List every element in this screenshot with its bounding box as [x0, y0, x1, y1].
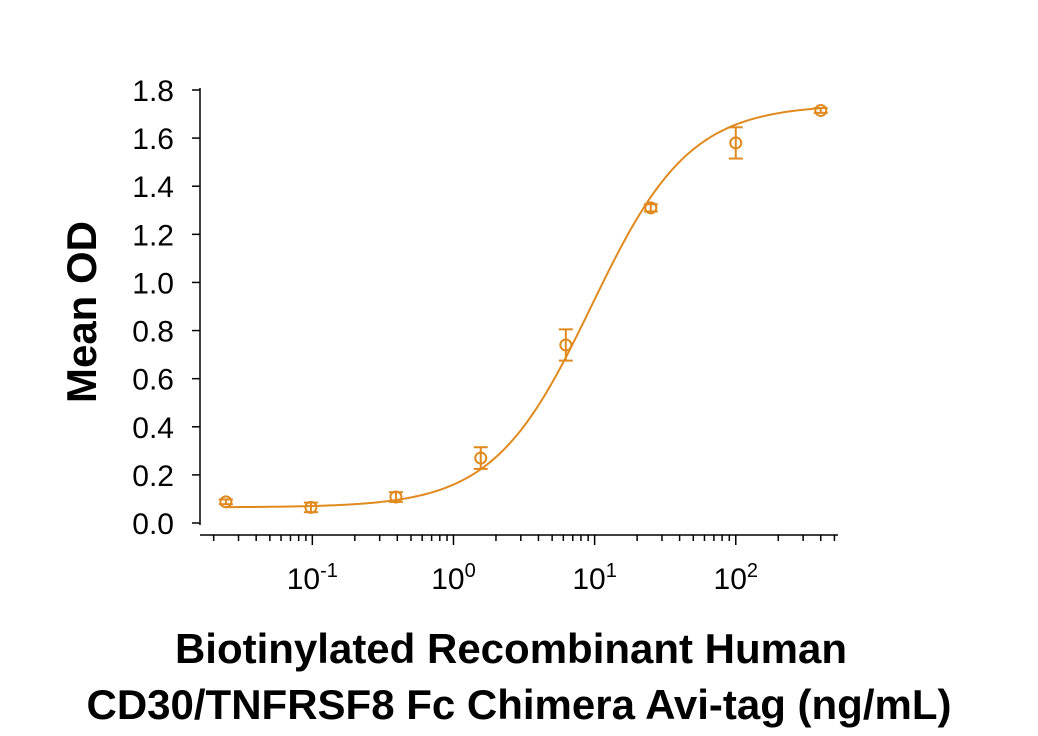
- data-point: [303, 500, 318, 514]
- data-point: [473, 446, 488, 470]
- data-marker: [814, 103, 828, 117]
- plot-area: [218, 103, 828, 514]
- data-point: [388, 490, 403, 504]
- x-axis-title-line-1: Biotinylated Recombinant Human: [175, 625, 847, 672]
- y-tick-label: 1.8: [132, 75, 174, 108]
- data-marker: [474, 451, 488, 465]
- data-point: [558, 328, 573, 362]
- data-point: [218, 495, 233, 509]
- y-tick-label: 1.6: [132, 123, 174, 156]
- data-point: [728, 126, 743, 160]
- data-marker: [304, 500, 318, 514]
- x-axis-title-line-2: CD30/TNFRSF8 Fc Chimera Avi-tag (ng/mL): [87, 681, 952, 728]
- x-tick-label: 100: [431, 560, 476, 596]
- x-tick-label: 101: [572, 560, 617, 596]
- y-tick-label: 1.4: [132, 171, 174, 204]
- fit-curve: [225, 107, 821, 509]
- y-axis: 0.0 0.2 0.4 0.6 0.8 1.0 1.2 1.4 1.6 1.8: [132, 75, 201, 541]
- x-tick-label: 10-1: [287, 560, 338, 596]
- x-tick-label: 102: [714, 560, 759, 596]
- y-tick-label: 0.6: [132, 364, 174, 397]
- data-point: [643, 201, 658, 215]
- data-marker: [644, 201, 658, 215]
- data-marker: [559, 338, 573, 352]
- y-tick-label: 0.0: [132, 508, 174, 541]
- x-axis: 10-1 100 101 102: [200, 534, 838, 596]
- data-marker: [729, 136, 743, 150]
- data-point: [813, 103, 828, 117]
- y-axis-title: Mean OD: [58, 221, 105, 403]
- y-tick-label: 1.0: [132, 267, 174, 300]
- y-tick-label: 0.4: [132, 412, 174, 445]
- y-tick-label: 0.2: [132, 460, 174, 493]
- y-tick-label: 1.2: [132, 219, 174, 252]
- data-marker: [389, 490, 403, 504]
- data-marker: [219, 495, 233, 509]
- y-tick-label: 0.8: [132, 316, 174, 349]
